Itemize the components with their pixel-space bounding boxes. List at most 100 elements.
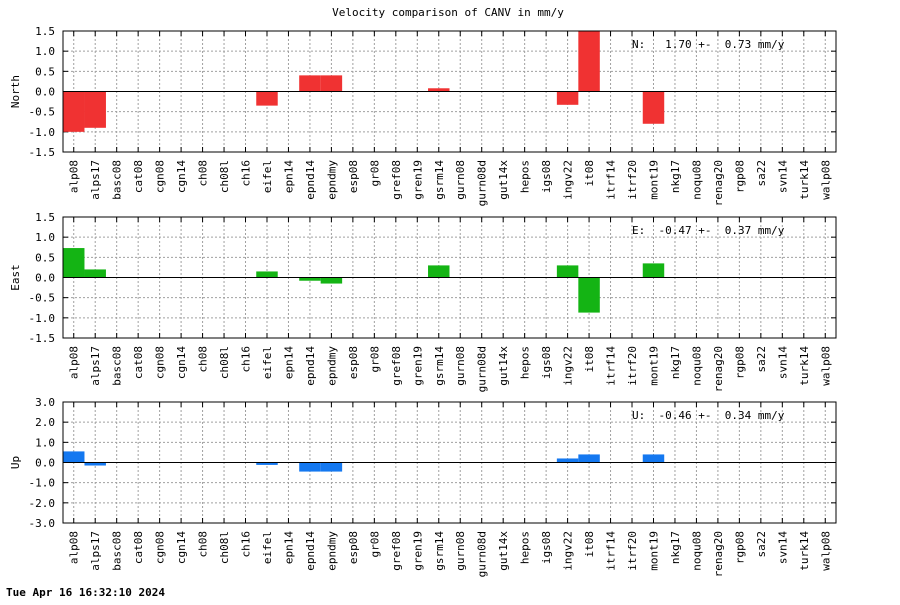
x-tick-label: igs08 [540,346,553,379]
y-tick-label: 0.5 [35,65,55,78]
y-tick-label: -0.5 [29,292,56,305]
x-tick-label: basc08 [111,531,124,571]
bar-epnd14 [299,277,321,281]
x-tick-label: gurn08 [454,531,467,571]
bar-epnd14 [299,462,321,472]
x-tick-label: cat08 [132,346,145,379]
x-tick-label: gren19 [411,531,424,571]
x-tick-label: cgn14 [175,160,188,193]
x-tick-label: renag20 [712,531,725,577]
x-tick-label: gref08 [390,160,403,200]
bar-alp08 [63,91,85,132]
bar-ingv22 [556,265,579,278]
y-tick-label: 3.0 [35,396,55,409]
x-tick-label: eifel [261,531,274,564]
y-tick-label: -3.0 [29,517,56,530]
bar-eifel [256,271,278,278]
x-tick-label: mont19 [647,160,660,200]
x-tick-label: turk14 [798,531,811,571]
x-tick-label: esp08 [347,531,360,564]
plot-frame [62,216,837,339]
x-tick-label: alps17 [89,531,102,571]
x-tick-label: ch08l [218,160,231,193]
x-tick-label: esp08 [347,346,360,379]
y-tick-label: 1.5 [35,211,55,224]
bar-epndmy [320,462,343,472]
x-tick-label: gurn08 [454,160,467,200]
x-tick-label: igs08 [540,531,553,564]
x-tick-label: mont19 [647,346,660,386]
x-tick-label: walp08 [819,346,832,386]
x-tick-label: cgn14 [175,531,188,564]
x-tick-label: cat08 [132,531,145,564]
x-tick-label: ch08 [197,531,210,558]
x-tick-label: epn14 [282,531,295,564]
x-tick-label: sa22 [755,346,768,373]
x-tick-label: gr08 [368,531,381,558]
y-tick-label: 1.0 [35,231,55,244]
bar-it08 [578,454,600,463]
bar-ingv22 [556,91,579,105]
x-tick-label: turk14 [798,160,811,200]
x-tick-label: hepos [519,346,532,379]
x-tick-label: gurn08d [476,531,489,577]
x-tick-label: it08 [583,346,596,373]
panel-up: 3.0 2.0 1.0 0.0 -1.0 -2.0 -3.0 alp08 alps17 basc0… [9,396,837,577]
x-tick-label: hepos [519,531,532,564]
x-tick-label: mont19 [647,531,660,571]
x-tick-label: renag20 [712,160,725,206]
y-tick-label: -1.0 [29,477,56,490]
bar-it08 [578,31,600,92]
x-tick-label: itrf14 [605,531,618,571]
x-tick-label: gsrm14 [433,346,446,386]
bar-alps17 [84,91,106,128]
bar-epnd14 [299,75,321,92]
panel-east: 1.5 1.0 0.5 0.0 -0.5 -1.0 -1.5 alp08 alps17 basc0… [9,211,837,392]
x-tick-label: ingv22 [562,160,575,200]
x-tick-label: noqu08 [690,346,703,386]
x-tick-label: ch08 [197,346,210,373]
x-tick-label: ch08 [197,160,210,187]
bar-epndmy [320,75,343,92]
x-tick-label: it08 [583,531,596,558]
x-tick-label: alps17 [89,160,102,200]
x-tick-label: basc08 [111,160,124,200]
x-tick-label: gref08 [390,346,403,386]
x-tick-label: cgn08 [154,346,167,379]
y-tick-label: 0.0 [35,457,55,470]
bar-it08 [578,277,600,313]
footer-timestamp: Tue Apr 16 16:32:10 2024 [6,586,165,599]
y-tick-label: 0.5 [35,251,55,264]
x-tick-label: eifel [261,346,274,379]
x-tick-label: gr08 [368,160,381,187]
x-tick-label: sa22 [755,160,768,187]
x-tick-label: epndmy [325,160,338,200]
bar-eifel [256,91,278,106]
x-tick-label: gurn08 [454,346,467,386]
x-tick-label: gr08 [368,346,381,373]
x-tick-label: svn14 [776,346,789,379]
x-tick-label: ch16 [240,346,253,373]
y-tick-label: -2.0 [29,497,56,510]
x-tick-label: noqu08 [690,531,703,571]
plot-frame [62,401,837,524]
x-tick-label: ch08l [218,531,231,564]
y-tick-label: 2.0 [35,416,55,429]
plot-frame [62,30,837,153]
bar-ingv22 [556,458,579,463]
x-tick-label: rgp08 [733,346,746,379]
x-tick-label: gren19 [411,346,424,386]
x-tick-label: walp08 [819,531,832,571]
bar-epndmy [320,277,343,284]
x-tick-label: cgn14 [175,346,188,379]
x-tick-label: gsrm14 [433,160,446,200]
bar-mont19 [642,263,665,278]
x-tick-label: alp08 [68,160,81,193]
x-tick-label: walp08 [819,160,832,200]
x-tick-label: gut14x [497,160,510,200]
x-tick-label: turk14 [798,346,811,386]
velocity-annotation: E: -0.47 +- 0.37 mm/y [632,224,785,237]
y-tick-label: -1.5 [29,332,56,345]
